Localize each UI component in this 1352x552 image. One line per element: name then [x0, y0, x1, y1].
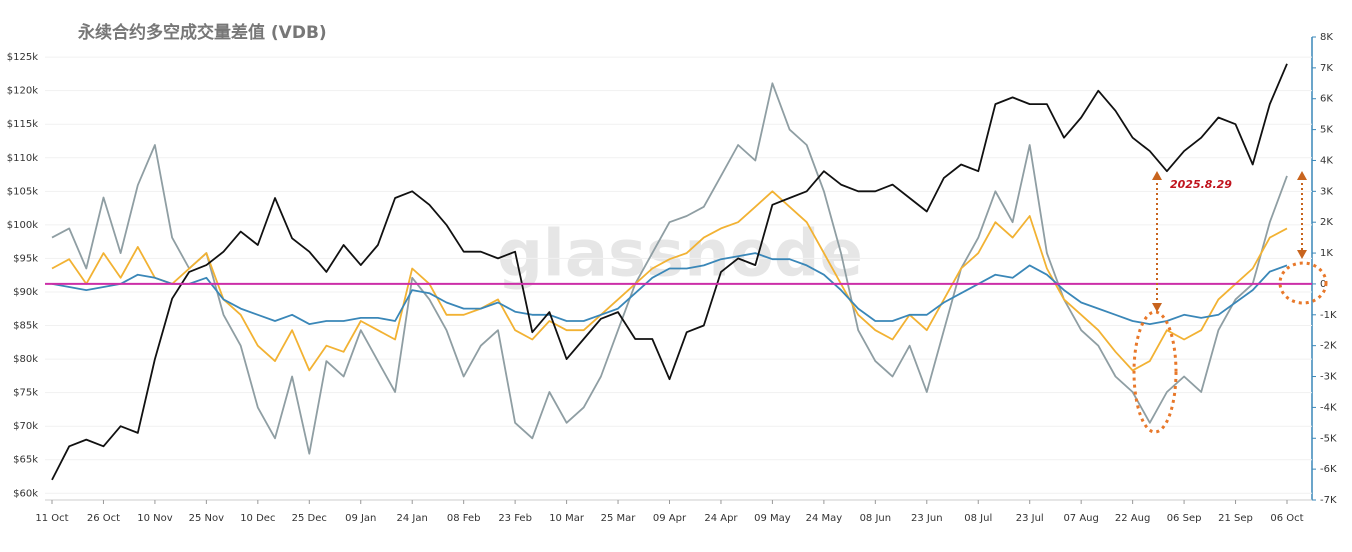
plot: $60k $65k $70k $75k $80k $85k $90k $95k $100k $10… — [7, 32, 1337, 524]
chart-title: 永续合约多空成交量差值 (VDB) — [77, 22, 327, 43]
x-tick-label: 06 Sep — [1167, 513, 1202, 524]
series-line — [51, 190, 1288, 372]
y2-tick-label: -2K — [1320, 341, 1337, 352]
y2-tick-label: 4K — [1320, 155, 1333, 166]
x-tick-label: 23 Feb — [498, 513, 532, 524]
x-tick-label: 08 Jul — [964, 513, 992, 524]
x-tick-label: 08 Feb — [447, 513, 481, 524]
y2-tick-label: 7K — [1320, 63, 1333, 74]
y-tick-label: $110k — [7, 153, 38, 164]
arrow-head — [1152, 171, 1162, 312]
x-tick-label: 21 Sep — [1218, 513, 1253, 524]
series-line — [51, 82, 1288, 455]
x-tick-label: 24 Jan — [397, 513, 428, 524]
series-line — [51, 252, 1288, 325]
highlight-ellipse — [1132, 310, 1178, 434]
y2-tick-label: -5K — [1320, 433, 1337, 444]
series-line — [51, 63, 1288, 481]
y-tick-label: $70k — [13, 421, 38, 432]
y-tick-label: $60k — [13, 488, 38, 499]
y2-tick-label: -3K — [1320, 372, 1337, 383]
y2-tick-label: 5K — [1320, 125, 1333, 136]
y-tick-label: $90k — [13, 287, 38, 298]
y-tick-label: $85k — [13, 321, 38, 332]
highlight-ellipse — [1278, 261, 1328, 305]
y-tick-label: $65k — [13, 455, 38, 466]
x-tick-label: 22 Aug — [1115, 513, 1150, 524]
x-tick-label: 10 Nov — [137, 513, 173, 524]
y2-tick-label: -4K — [1320, 402, 1337, 413]
x-tick-label: 08 Jun — [860, 513, 892, 524]
x-tick-label: 23 Jun — [911, 513, 943, 524]
y2-tick-label: 2K — [1320, 217, 1333, 228]
y2-tick-label: 6K — [1320, 94, 1333, 105]
x-tick-label: 09 May — [754, 513, 791, 524]
x-tick-label: 06 Oct — [1270, 513, 1303, 524]
y-tick-label: $80k — [13, 354, 38, 365]
y2-tick-label: 0 — [1320, 279, 1326, 290]
y2-tick-label: -6K — [1320, 464, 1337, 475]
y-tick-label: $105k — [7, 186, 38, 197]
y2-tick-label: 8K — [1320, 32, 1333, 43]
x-tick-label: 10 Mar — [549, 513, 585, 524]
x-tick-label: 24 May — [806, 513, 843, 524]
y-tick-label: $95k — [13, 253, 38, 264]
x-tick-label: 11 Oct — [35, 513, 68, 524]
annotation: 2025.8.29 — [1170, 178, 1232, 191]
y-tick-label: $115k — [7, 119, 38, 130]
y2-tick-label: -1K — [1320, 310, 1337, 321]
x-tick-label: 24 Apr — [704, 513, 738, 524]
y-tick-label: $125k — [7, 52, 38, 63]
x-tick-label: 26 Oct — [87, 513, 120, 524]
x-tick-label: 25 Dec — [292, 513, 327, 524]
x-tick-label: 07 Aug — [1063, 513, 1098, 524]
y-tick-label: $100k — [7, 220, 38, 231]
y-tick-label: $75k — [13, 388, 38, 399]
arrow-head — [1297, 171, 1307, 259]
y2-tick-label: -7K — [1320, 495, 1337, 506]
x-tick-label: 10 Dec — [240, 513, 275, 524]
x-tick-label: 25 Nov — [189, 513, 225, 524]
y2-tick-label: 3K — [1320, 186, 1333, 197]
x-tick-label: 09 Jan — [345, 513, 376, 524]
y2-tick-label: 1K — [1320, 248, 1333, 259]
x-tick-label: 23 Jul — [1016, 513, 1044, 524]
y-tick-label: $120k — [7, 86, 38, 97]
x-tick-label: 09 Apr — [653, 513, 687, 524]
x-tick-label: 25 Mar — [601, 513, 637, 524]
